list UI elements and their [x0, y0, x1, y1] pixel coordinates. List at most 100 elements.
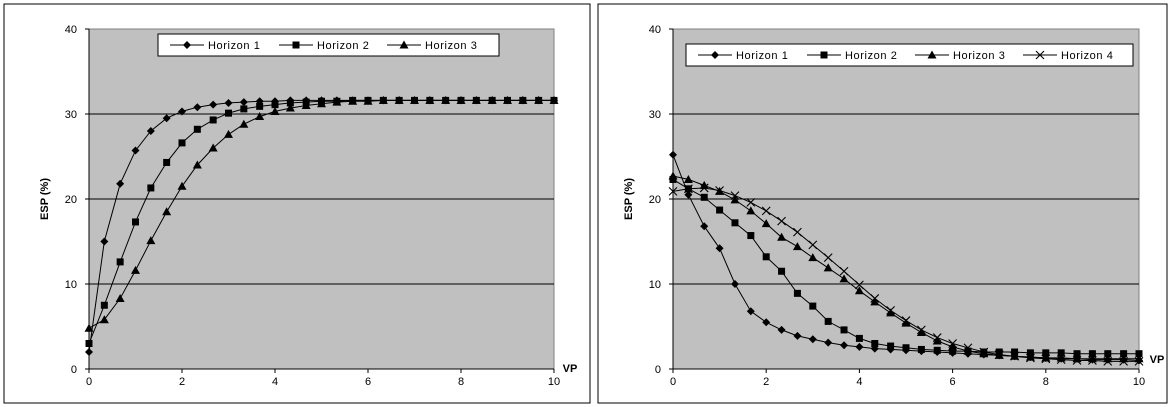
data-point — [209, 100, 218, 109]
legend-item: Horizon 3 — [387, 40, 477, 52]
data-point — [669, 150, 677, 159]
data-point — [932, 333, 942, 342]
legend-label: Horizon 3 — [425, 40, 477, 52]
chart-left-ylabel: ESP (%) — [39, 178, 51, 220]
data-point — [115, 293, 125, 302]
data-point — [916, 325, 926, 335]
chart-right-ylabel: ESP (%) — [623, 178, 635, 220]
data-point — [886, 308, 896, 317]
data-point — [683, 184, 693, 194]
data-point — [192, 160, 202, 169]
data-point — [271, 101, 279, 109]
data-point — [348, 96, 358, 105]
data-point — [363, 96, 373, 105]
chart-right-legend-box — [685, 43, 1134, 67]
data-point — [823, 263, 833, 272]
data-point — [378, 95, 388, 104]
data-point — [1119, 356, 1129, 366]
data-point — [870, 294, 880, 303]
data-point — [823, 253, 833, 263]
data-point — [1025, 352, 1035, 361]
data-point — [932, 336, 942, 345]
data-point — [84, 323, 94, 332]
data-point — [715, 244, 724, 253]
data-point — [948, 342, 958, 351]
data-point — [777, 216, 786, 226]
data-point — [963, 346, 973, 355]
data-point — [147, 184, 155, 192]
chart-left-xlabel: VP — [563, 363, 578, 375]
data-point — [1073, 350, 1081, 358]
data-point — [777, 325, 786, 334]
data-point — [887, 342, 895, 350]
data-point — [225, 109, 232, 117]
data-point — [394, 95, 404, 104]
data-point — [948, 339, 957, 348]
data-point — [99, 315, 109, 324]
data-point — [1103, 356, 1113, 366]
data-point — [256, 102, 264, 110]
chart-left-legend-box — [157, 33, 500, 57]
y-tick-label: 40 — [649, 24, 661, 36]
data-point — [1056, 355, 1066, 365]
chart-right-axes: 0 10 20 30 40 0 2 4 6 8 10 — [649, 24, 1145, 388]
data-point — [1088, 350, 1096, 358]
legend-label: Horizon 3 — [953, 50, 1005, 62]
y-tick-label: 20 — [65, 194, 77, 206]
data-point — [809, 302, 817, 310]
data-point — [839, 274, 849, 283]
data-point — [131, 146, 140, 155]
chart-left-series — [84, 95, 559, 356]
data-point — [963, 343, 973, 353]
data-point — [456, 95, 466, 104]
data-point — [471, 95, 481, 104]
data-point — [855, 334, 863, 342]
y-tick-label: 20 — [649, 194, 661, 206]
data-point — [255, 112, 265, 121]
chart-left-legend: Horizon 1 Horizon 2 Horizon 3 — [157, 33, 500, 57]
x-tick-label: 10 — [548, 376, 560, 388]
data-point — [668, 186, 678, 196]
x-tick-label: 6 — [950, 376, 956, 388]
data-point — [146, 236, 156, 245]
data-point — [301, 101, 311, 109]
data-point — [979, 349, 989, 358]
legend-marker — [292, 41, 300, 49]
data-point — [162, 207, 172, 216]
data-point — [85, 340, 93, 347]
data-point — [746, 307, 755, 316]
data-point — [699, 180, 709, 189]
x-tick-label: 0 — [670, 376, 676, 388]
data-point — [824, 338, 833, 347]
data-point — [549, 95, 559, 104]
legend-label: Horizon 2 — [317, 40, 369, 52]
series-left-3 — [84, 95, 559, 332]
data-point — [1010, 351, 1019, 361]
data-point — [792, 242, 802, 251]
legend-label: Horizon 1 — [736, 50, 788, 62]
x-tick-label: 10 — [1133, 376, 1145, 388]
legend-marker — [711, 51, 719, 59]
data-point — [684, 190, 693, 199]
data-point — [163, 158, 171, 166]
data-point — [886, 305, 896, 315]
data-point — [840, 326, 848, 334]
legend-marker — [927, 50, 937, 59]
data-point — [1041, 353, 1051, 362]
data-point — [503, 95, 512, 104]
data-point — [949, 347, 957, 355]
legend-label: Horizon 2 — [845, 50, 897, 62]
data-point — [286, 99, 294, 107]
x-tick-label: 4 — [272, 376, 278, 388]
data-point — [209, 116, 217, 124]
x-tick-label: 2 — [763, 376, 769, 388]
data-point — [793, 331, 802, 340]
data-point — [239, 98, 248, 107]
data-point — [332, 97, 342, 106]
legend-item: Horizon 2 — [279, 40, 369, 52]
chart-left-axes: 0 10 20 30 40 0 2 4 6 8 10 — [65, 24, 560, 388]
data-point — [178, 139, 186, 147]
chart-right-xlabel: VP — [1150, 354, 1165, 366]
